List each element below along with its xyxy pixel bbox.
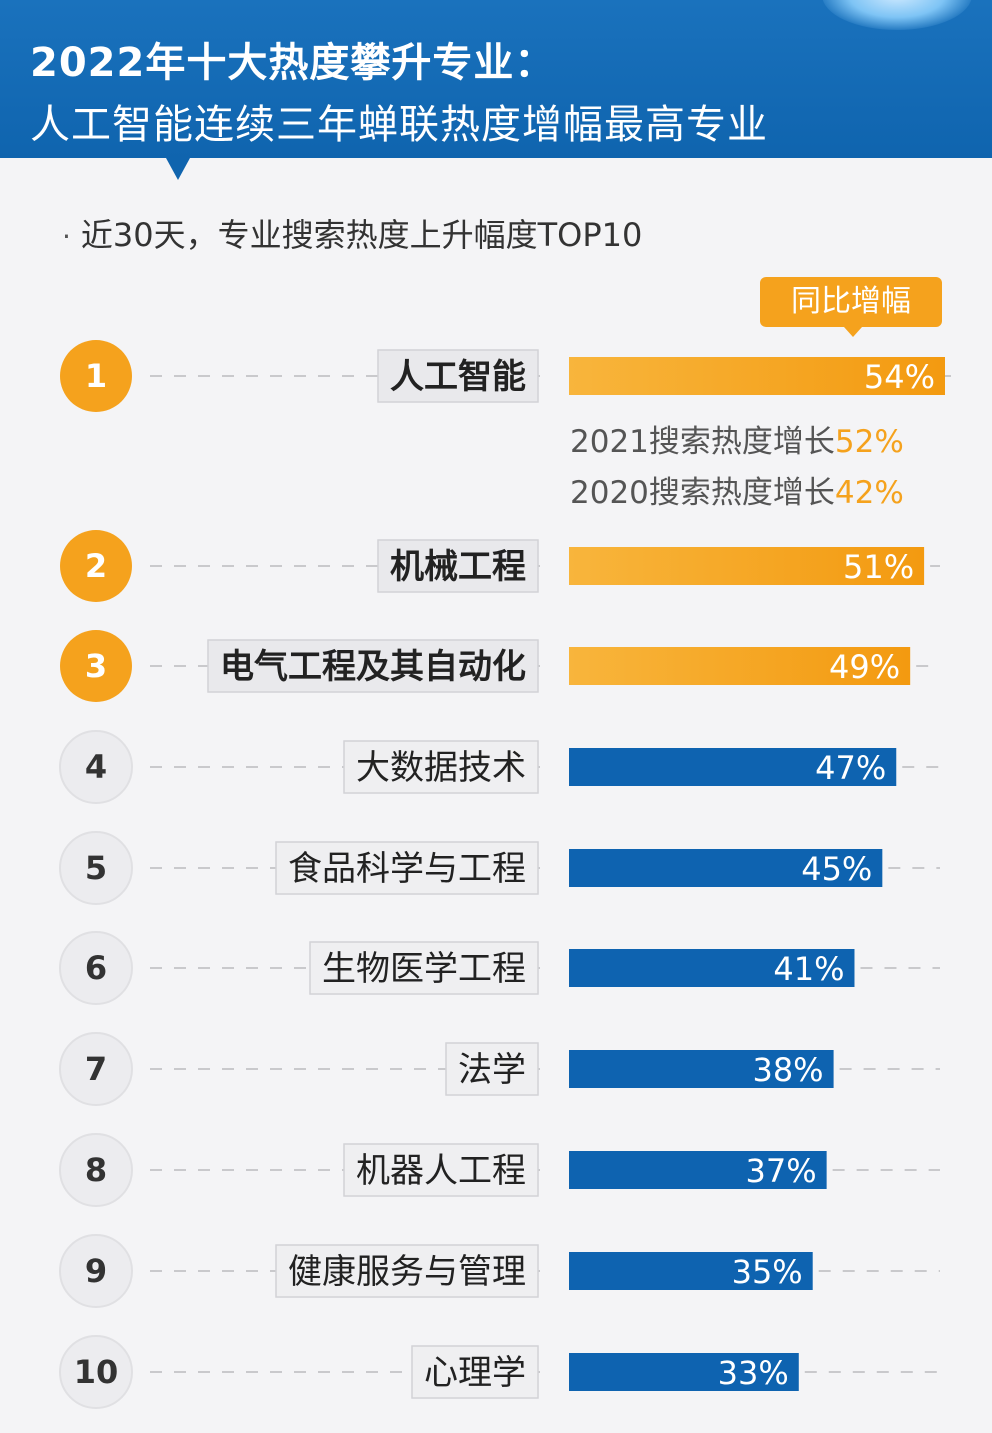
rank-number: 5 xyxy=(85,849,107,887)
rank-number: 7 xyxy=(85,1050,107,1088)
rank-circle xyxy=(60,530,132,602)
bar xyxy=(569,1151,827,1189)
bar-value-label: 47% xyxy=(815,749,886,787)
bar-value-label: 35% xyxy=(732,1253,803,1291)
rank-circle xyxy=(59,831,133,905)
category-label-box xyxy=(377,539,539,593)
rank-number: 10 xyxy=(74,1353,119,1391)
header-banner: 2022年十大热度攀升专业： 人工智能连续三年蝉联热度增幅最高专业 xyxy=(0,0,992,160)
rank-circle xyxy=(59,1133,133,1207)
rank-number: 3 xyxy=(85,647,107,685)
chart-caption: · 近30天，专业搜索热度上升幅度TOP10 xyxy=(62,210,642,256)
rank-number: 4 xyxy=(85,748,107,786)
category-label: 心理学 xyxy=(424,1353,526,1393)
header-pointer-triangle xyxy=(166,158,190,180)
rank-circle xyxy=(60,630,132,702)
rank-circle xyxy=(59,1335,133,1409)
bar-value-label: 41% xyxy=(773,950,844,988)
category-label: 电气工程及其自动化 xyxy=(220,647,526,687)
rank-number: 8 xyxy=(85,1151,107,1189)
category-label-box xyxy=(275,841,539,895)
category-label: 食品科学与工程 xyxy=(288,849,526,889)
note-2021-value: 52% xyxy=(834,424,904,460)
rank-circle xyxy=(60,340,132,412)
bar xyxy=(569,547,925,585)
category-label: 法学 xyxy=(458,1050,526,1090)
bar xyxy=(569,748,897,786)
rank-number: 6 xyxy=(85,949,107,987)
legend-badge-yoy: 同比增幅 xyxy=(760,277,942,337)
bar-value-label: 49% xyxy=(829,648,900,686)
category-label: 生物医学工程 xyxy=(322,949,526,989)
rank-circle xyxy=(59,730,133,804)
bar-value-label: 51% xyxy=(843,548,914,586)
category-label-box xyxy=(411,1345,539,1399)
note-2020: 2020搜索热度增长42% xyxy=(570,467,904,512)
bar xyxy=(569,1353,799,1391)
category-label-box xyxy=(275,1244,539,1298)
rank-number: 1 xyxy=(85,357,107,395)
rank-circle xyxy=(59,1234,133,1308)
category-label-box xyxy=(445,1042,539,1096)
bar-value-label: 33% xyxy=(718,1354,789,1392)
category-label-box xyxy=(343,740,539,794)
rank-circle xyxy=(59,931,133,1005)
note-2021: 2021搜索热度增长52% xyxy=(570,416,904,461)
category-label-box xyxy=(309,941,539,995)
bar xyxy=(569,949,855,987)
rank-circle xyxy=(59,1032,133,1106)
bar-value-label: 45% xyxy=(801,850,872,888)
note-2020-prefix: 2020搜索热度增长 xyxy=(570,475,835,511)
bullet-dot: · xyxy=(62,220,71,253)
rank-number: 2 xyxy=(85,547,107,585)
page-subtitle-headline: 人工智能连续三年蝉联热度增幅最高专业 xyxy=(30,102,768,148)
chart-caption-text: 近30天，专业搜索热度上升幅度TOP10 xyxy=(80,216,643,254)
note-2021-prefix: 2021搜索热度增长 xyxy=(570,424,835,460)
note-2020-value: 42% xyxy=(834,475,904,511)
category-label-box xyxy=(207,639,539,693)
bar xyxy=(569,849,883,887)
bar xyxy=(569,647,911,685)
category-label: 人工智能 xyxy=(390,357,526,397)
bar xyxy=(569,357,945,395)
category-label: 健康服务与管理 xyxy=(288,1252,526,1292)
bar-value-label: 38% xyxy=(752,1051,823,1089)
category-label: 大数据技术 xyxy=(356,748,526,788)
bar-value-label: 54% xyxy=(864,358,935,396)
bar xyxy=(569,1050,834,1088)
category-label-box xyxy=(343,1143,539,1197)
category-label: 机械工程 xyxy=(390,547,526,587)
page-title: 2022年十大热度攀升专业： xyxy=(30,40,556,86)
category-label-box xyxy=(377,349,539,403)
category-label: 机器人工程 xyxy=(356,1151,526,1191)
rank-number: 9 xyxy=(85,1252,107,1290)
bar-value-label: 37% xyxy=(746,1152,817,1190)
bar xyxy=(569,1252,813,1290)
